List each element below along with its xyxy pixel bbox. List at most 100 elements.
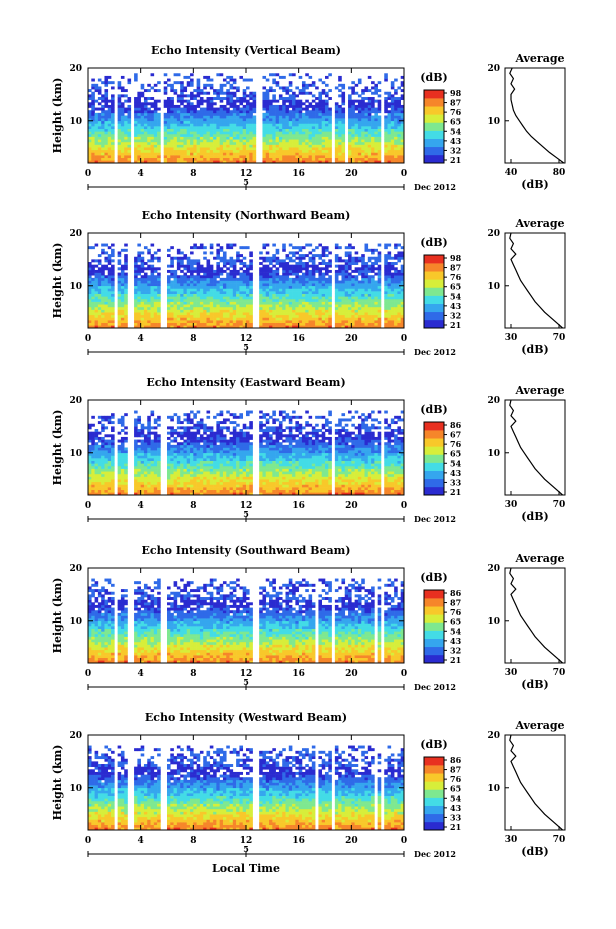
heatmap-cell xyxy=(124,264,128,268)
heatmap-cell xyxy=(213,136,217,140)
heatmap-cell xyxy=(384,293,388,297)
heatmap-cell xyxy=(167,248,171,252)
heatmap-cell xyxy=(318,78,323,82)
heatmap-cell xyxy=(193,104,197,108)
heatmap-cell xyxy=(153,304,158,308)
heatmap-cell xyxy=(127,81,132,85)
heatmap-cell xyxy=(278,264,283,268)
heatmap-cell xyxy=(213,275,217,279)
heatmap-cell xyxy=(140,304,145,308)
heatmap-cell xyxy=(328,251,332,255)
heatmap-cell xyxy=(374,306,378,310)
heatmap-cell xyxy=(315,139,319,143)
heatmap-cell xyxy=(140,107,145,111)
heatmap-cell xyxy=(120,110,125,114)
heatmap-cell xyxy=(104,89,109,93)
heatmap-cell xyxy=(301,152,306,156)
heatmap-cell xyxy=(170,89,174,93)
heatmap-cell xyxy=(219,110,224,114)
heatmap-cell xyxy=(400,136,405,140)
heatmap-cell xyxy=(341,267,346,271)
heatmap-cell xyxy=(219,115,224,119)
heatmap-cell xyxy=(107,104,112,108)
heatmap-cell xyxy=(265,144,270,148)
heatmap-cell xyxy=(147,157,151,161)
heatmap-cell xyxy=(328,288,332,292)
heatmap-cell xyxy=(101,418,105,422)
heatmap-cell xyxy=(292,149,296,153)
heatmap-cell xyxy=(213,304,217,308)
heatmap-cell xyxy=(226,296,230,300)
heatmap-cell xyxy=(236,325,240,329)
heatmap-cell xyxy=(295,304,299,308)
heatmap-cell xyxy=(292,254,296,258)
heatmap-cell xyxy=(137,280,141,284)
heatmap-cell xyxy=(305,118,309,122)
heatmap-cell xyxy=(259,322,263,326)
heatmap-cell xyxy=(97,131,102,135)
heatmap-cell xyxy=(203,275,207,279)
heatmap-cell xyxy=(209,149,214,153)
heatmap-cell xyxy=(357,288,362,292)
heatmap-cell xyxy=(193,128,197,132)
heatmap-cell xyxy=(357,99,362,103)
heatmap-cell xyxy=(91,139,95,143)
heatmap-cell xyxy=(88,455,92,459)
heatmap-cell xyxy=(400,147,405,151)
heatmap-cell xyxy=(153,144,158,148)
heatmap-cell xyxy=(295,99,299,103)
heatmap-cell xyxy=(97,107,102,111)
heatmap-cell xyxy=(305,110,309,114)
heatmap-cell xyxy=(400,126,405,129)
heatmap-cell xyxy=(91,91,95,95)
heatmap-cell xyxy=(209,314,214,318)
heatmap-cell xyxy=(134,309,138,313)
heatmap-cell xyxy=(107,115,112,119)
panel-title: Echo Intensity (Vertical Beam) xyxy=(151,44,341,57)
heatmap-cell xyxy=(367,293,372,297)
heatmap-cell xyxy=(361,283,365,287)
heatmap-cell xyxy=(338,133,342,137)
heatmap-cell xyxy=(371,128,375,132)
heatmap-cell xyxy=(344,264,349,268)
heatmap-cell xyxy=(186,309,191,313)
heatmap-cell xyxy=(397,86,402,90)
heatmap-cell xyxy=(334,304,339,308)
heatmap-cell xyxy=(97,312,102,316)
heatmap-cell xyxy=(91,298,95,302)
heatmap-cell xyxy=(384,133,388,137)
heatmap-cell xyxy=(311,296,316,300)
heatmap-cell xyxy=(190,306,194,310)
heatmap-cell xyxy=(140,320,145,324)
heatmap-cell xyxy=(236,309,240,313)
heatmap-cell xyxy=(88,115,92,119)
heatmap-cell xyxy=(367,296,372,300)
heatmap-cell xyxy=(262,283,267,287)
heatmap-cell xyxy=(282,301,286,305)
heatmap-cell xyxy=(344,298,349,302)
heatmap-cell xyxy=(91,320,95,324)
heatmap-cell xyxy=(180,283,184,287)
heatmap-cell xyxy=(117,306,122,310)
heatmap-cell xyxy=(104,473,109,477)
heatmap-cell xyxy=(269,102,273,106)
heatmap-cell xyxy=(203,147,207,151)
heatmap-cell xyxy=(288,139,293,143)
heatmap-cell xyxy=(137,99,141,103)
heatmap-cell xyxy=(288,118,293,122)
heatmap-cell xyxy=(117,81,122,85)
heatmap-cell xyxy=(153,112,158,116)
heatmap-cell xyxy=(124,248,128,252)
heatmap-cell xyxy=(325,157,329,161)
heatmap-cell xyxy=(311,126,316,129)
heatmap-cell xyxy=(101,269,105,273)
heatmap-cell xyxy=(213,102,217,106)
heatmap-cell xyxy=(134,291,138,294)
heatmap-cell xyxy=(124,288,128,292)
heatmap-cell xyxy=(199,306,204,310)
heatmap-cell xyxy=(311,136,316,140)
heatmap-cell xyxy=(361,309,365,313)
heatmap-cell xyxy=(124,144,128,148)
heatmap-cell xyxy=(216,248,220,252)
heatmap-cell xyxy=(249,102,253,106)
